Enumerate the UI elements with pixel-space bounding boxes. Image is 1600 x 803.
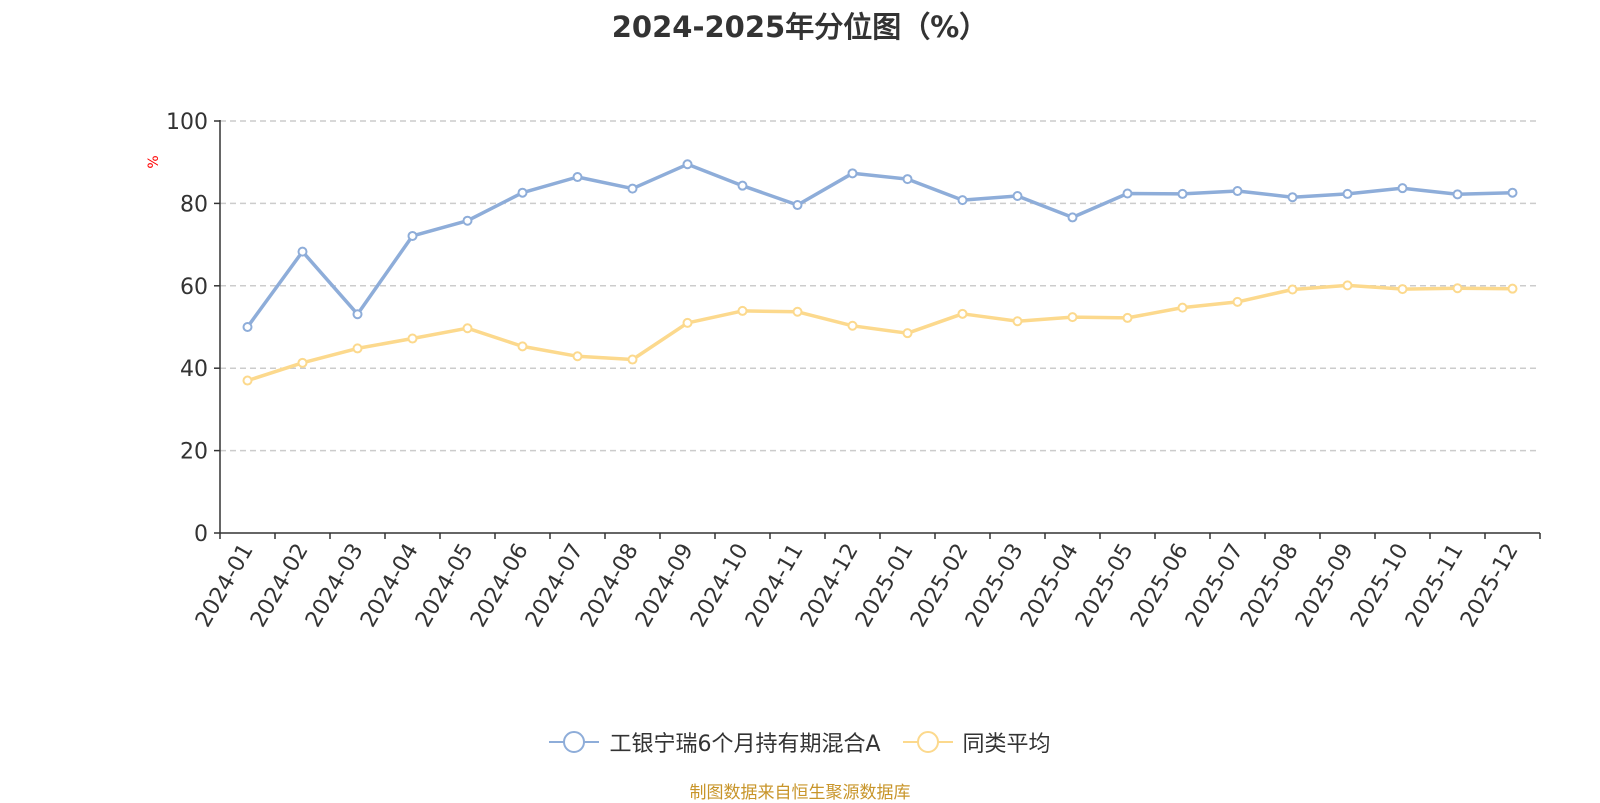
data-point [1177, 302, 1188, 313]
data-point [1397, 183, 1408, 194]
data-point [297, 357, 308, 368]
y-tick-label: 60 [180, 275, 208, 300]
legend-item[interactable]: 同类平均 [902, 726, 1051, 758]
data-point [352, 309, 363, 320]
data-point [902, 174, 913, 185]
y-tick-label: 0 [194, 522, 208, 547]
data-point [737, 180, 748, 191]
series-line-1 [246, 162, 1513, 329]
y-tick-label: 20 [180, 440, 208, 465]
data-point [407, 333, 418, 344]
data-point [462, 215, 473, 226]
data-point [297, 246, 308, 257]
data-point [1012, 190, 1023, 201]
data-point [1067, 312, 1078, 323]
series-lines [242, 159, 1518, 386]
data-point [1177, 188, 1188, 199]
y-tick-label: 100 [166, 110, 208, 135]
axes: 0204060801002024-012024-022024-032024-04… [166, 110, 1541, 632]
data-point [792, 306, 803, 317]
y-axis-label: % [146, 155, 162, 168]
data-point [572, 351, 583, 362]
data-point [1287, 192, 1298, 203]
data-point [462, 323, 473, 334]
data-point [1232, 296, 1243, 307]
data-point [1397, 284, 1408, 295]
data-point [1122, 188, 1133, 199]
data-point [1232, 186, 1243, 197]
data-point [1452, 283, 1463, 294]
data-point [1507, 187, 1518, 198]
data-point [1067, 212, 1078, 223]
y-tick-label: 80 [180, 192, 208, 217]
data-point [242, 375, 253, 386]
data-point [627, 183, 638, 194]
data-point [627, 354, 638, 365]
data-point [902, 328, 913, 339]
data-point [682, 317, 693, 328]
data-point [1342, 188, 1353, 199]
legend-swatch-icon [549, 731, 600, 753]
legend-label: 工银宁瑞6个月持有期混合A [609, 732, 881, 757]
data-point [847, 168, 858, 179]
data-point [242, 322, 253, 332]
source-note: 制图数据来自恒生聚源数据库 [689, 783, 911, 803]
chart-title: 2024-2025年分位图（%） [611, 10, 989, 44]
data-point [1122, 312, 1133, 323]
data-point [1507, 283, 1518, 294]
data-point [407, 230, 418, 241]
data-point [1287, 284, 1298, 295]
data-point [737, 305, 748, 316]
series-line-2 [246, 283, 1513, 383]
y-tick-label: 40 [180, 357, 208, 382]
legend-label: 同类平均 [962, 732, 1051, 757]
data-point [1452, 189, 1463, 200]
data-point [1012, 316, 1023, 327]
data-point [957, 195, 968, 206]
data-point [792, 200, 803, 211]
data-point [957, 308, 968, 319]
data-point [847, 320, 858, 331]
data-point [682, 159, 693, 170]
data-point [517, 341, 528, 352]
legend-item[interactable]: 工银宁瑞6个月持有期混合A [549, 726, 881, 758]
data-point [1342, 280, 1353, 291]
legend: 工银宁瑞6个月持有期混合A 同类平均 [0, 722, 1600, 762]
legend-swatch-icon [902, 731, 953, 753]
data-point [572, 172, 583, 183]
data-point [352, 343, 363, 354]
data-point [517, 187, 528, 198]
